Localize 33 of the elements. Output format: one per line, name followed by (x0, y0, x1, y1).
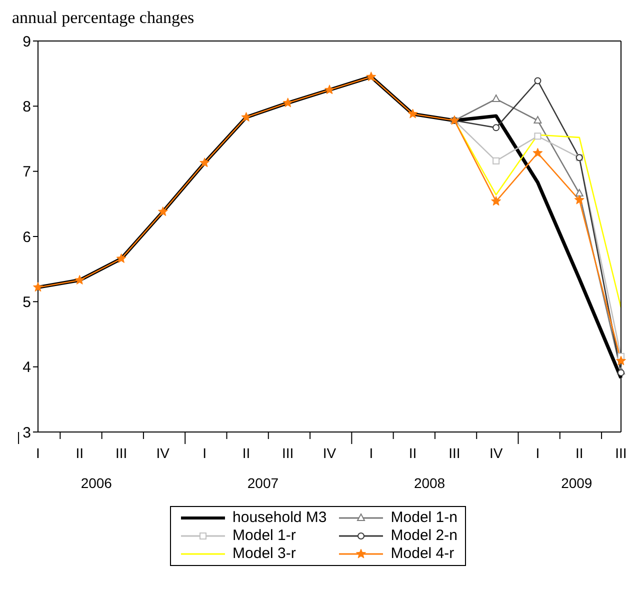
text: 2007 (247, 475, 279, 491)
legend-label: Model 3-r (232, 545, 296, 563)
text: 2006 (80, 475, 112, 491)
legend-label: Model 4-r (390, 545, 454, 563)
x-tick-label: I (369, 445, 374, 461)
x-tick-label: I (36, 445, 40, 461)
legend-label: household M3 (232, 509, 327, 527)
x-tick-label: IV (322, 445, 337, 461)
y-tick-label: 9 (22, 33, 31, 50)
x-tick-label: I (202, 445, 207, 461)
y-tick-label: 7 (22, 164, 31, 181)
x-tick-label: II (575, 445, 584, 461)
x-tick-label: IV (489, 445, 504, 461)
x-tick-label: II (408, 445, 417, 461)
x-tick-label: II (242, 445, 250, 461)
y-tick-label: 5 (22, 294, 31, 311)
y-tick-label: 3 (22, 424, 31, 442)
x-tick-label: III (282, 445, 294, 461)
y-tick-label: 8 (22, 98, 31, 116)
legend-label: Model 1-n (390, 509, 458, 527)
y-axis-title: annual percentage changes (12, 8, 196, 29)
x-tick-label: III (615, 445, 627, 461)
text: 2008 (414, 475, 446, 491)
x-tick-label: I (536, 445, 540, 461)
x-tick-label: III (448, 445, 460, 461)
y-tick-label: 6 (22, 228, 31, 246)
x-tick-label: III (115, 445, 128, 461)
x-tick-label: IV (156, 445, 170, 461)
legend-label: Model 2-n (390, 527, 458, 545)
text: 2009 (561, 475, 592, 491)
legend-label: Model 1-r (232, 527, 296, 545)
y-tick-label: 4 (22, 359, 31, 376)
x-tick-label: II (76, 445, 84, 461)
